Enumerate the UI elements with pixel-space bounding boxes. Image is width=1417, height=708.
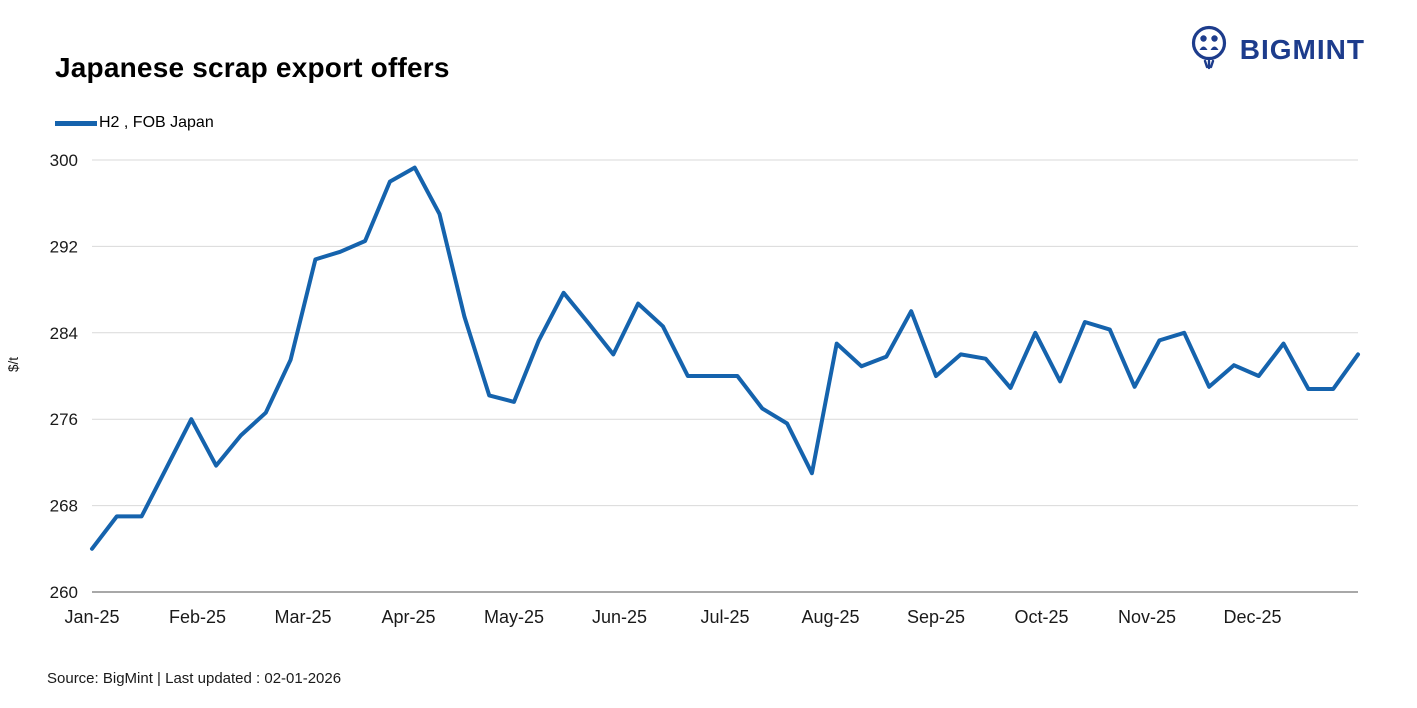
source-note: Source: BigMint | Last updated : 02-01-2…	[47, 670, 342, 687]
series-line-h2-fob-japan	[90, 165, 1360, 551]
x-tick-label: Feb-25	[169, 607, 226, 627]
legend-series-label: H2 , FOB Japan	[99, 114, 214, 131]
bigmint-logo-text: BIGMINT	[1239, 33, 1365, 65]
y-tick-label: 276	[50, 410, 78, 429]
x-tick-label: Jul-25	[700, 607, 749, 627]
y-axis-unit-label: $/t	[6, 356, 21, 372]
x-tick-label: Jun-25	[592, 607, 647, 627]
line-chart-plot-area: 260 268 276 284 292 300 Jan-25 Feb-25 Mar-25 Apr-…	[50, 151, 1360, 627]
y-tick-label: 292	[50, 237, 78, 256]
bigmint-logo: BIGMINT	[1188, 24, 1365, 75]
x-tick-label: Oct-25	[1014, 607, 1068, 627]
x-tick-label: May-25	[484, 607, 544, 627]
y-tick-label: 268	[50, 497, 78, 516]
x-tick-label: Nov-25	[1118, 607, 1176, 627]
x-tick-label: Jan-25	[64, 607, 119, 627]
chart-title: Japanese scrap export offers	[55, 52, 450, 83]
y-tick-label: 284	[50, 324, 78, 343]
x-tick-label: Dec-25	[1223, 607, 1281, 627]
x-tick-label: Mar-25	[274, 607, 331, 627]
legend-line-swatch	[55, 120, 97, 126]
x-tick-label: Sep-25	[907, 607, 965, 627]
x-tick-label: Aug-25	[801, 607, 859, 627]
y-tick-label: 260	[50, 583, 78, 602]
bigmint-logo-icon	[1188, 24, 1230, 75]
legend: H2 , FOB Japan	[55, 114, 214, 132]
y-tick-label: 300	[50, 151, 78, 170]
x-tick-label: Apr-25	[381, 607, 435, 627]
